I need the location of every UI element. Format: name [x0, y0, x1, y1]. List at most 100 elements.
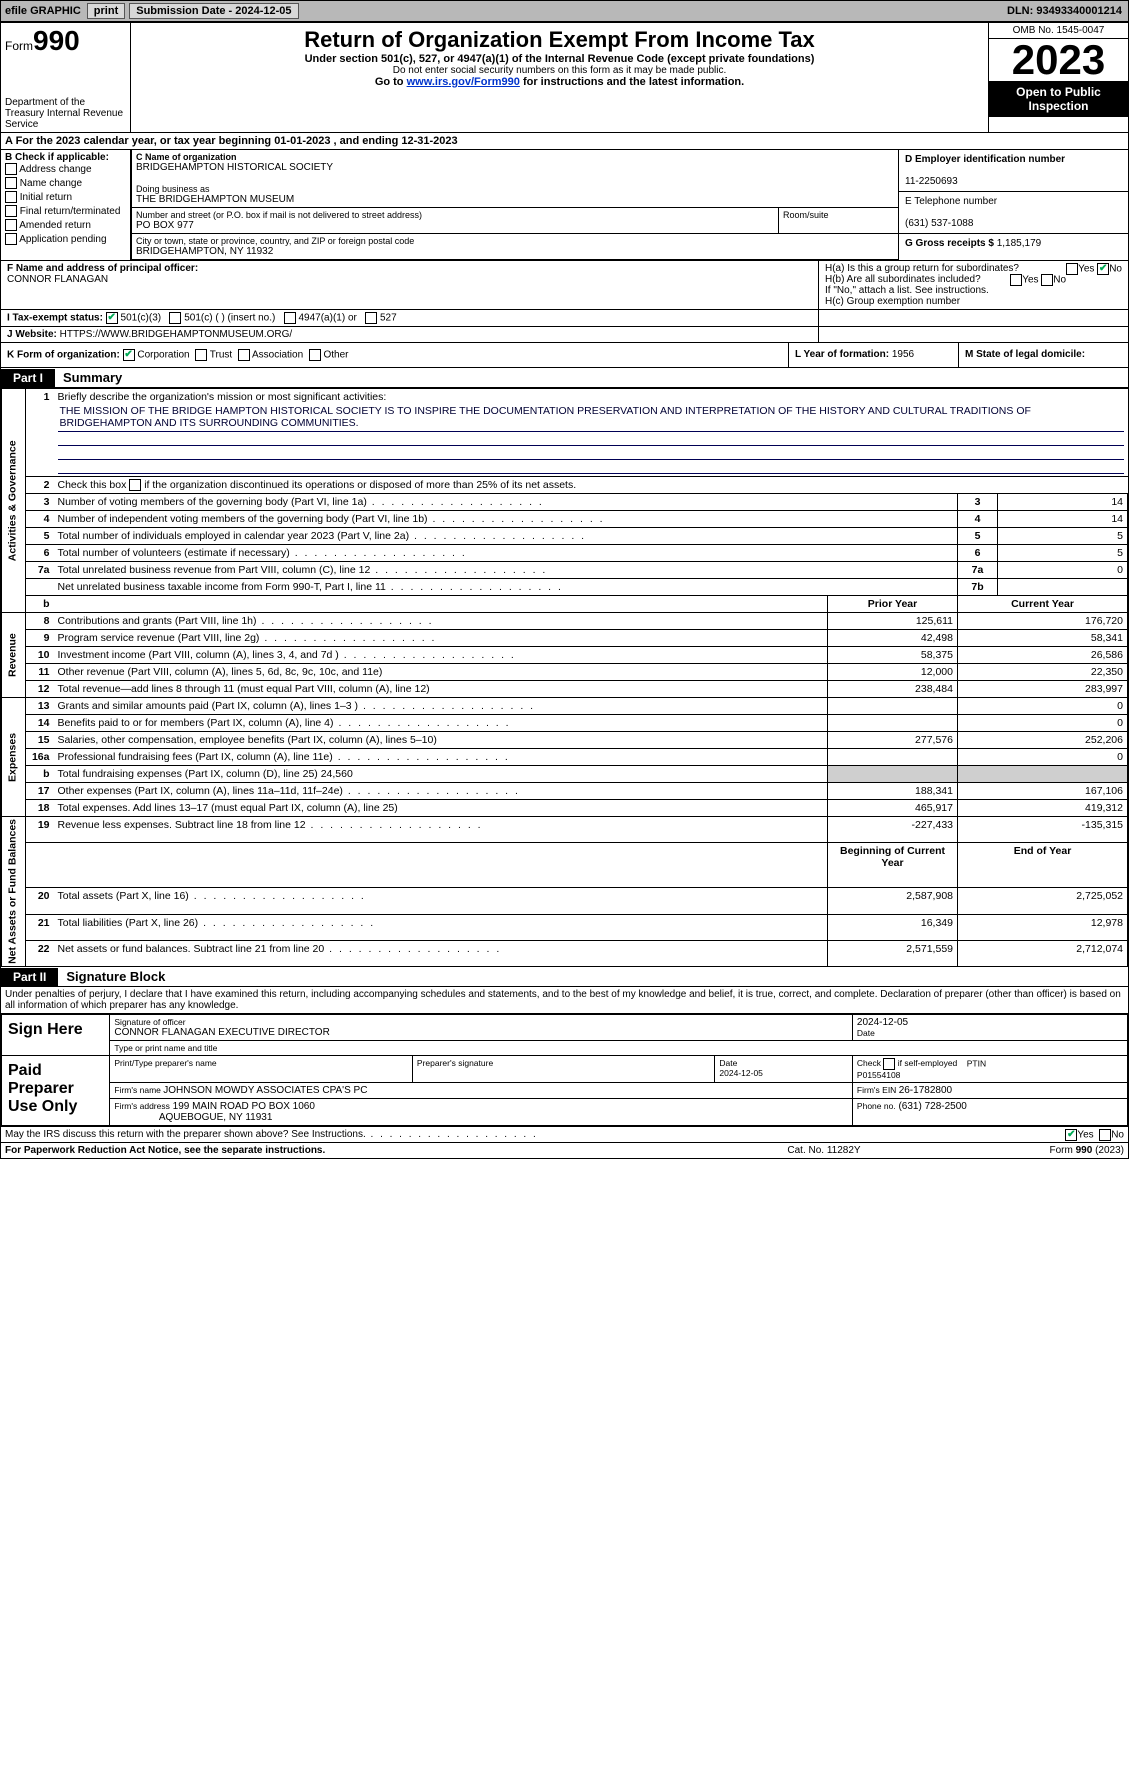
print-button[interactable]: print [87, 3, 125, 19]
chk-final-return[interactable]: Final return/terminated [5, 205, 126, 219]
part-1-header: Part I Summary [1, 368, 1128, 388]
chk-other[interactable] [309, 349, 321, 361]
line-2: Check this box if the organization disco… [54, 477, 1128, 494]
website-value: HTTPS://WWW.BRIDGEHAMPTONMUSEUM.ORG/ [60, 329, 293, 340]
gross-receipts-label: G Gross receipts $ [905, 238, 994, 249]
city-state-zip: BRIDGEHAMPTON, NY 11932 [136, 246, 894, 257]
chk-address-change[interactable]: Address change [5, 163, 126, 177]
top-toolbar: efile GRAPHIC print Submission Date - 20… [0, 0, 1129, 22]
discuss-row: May the IRS discuss this return with the… [1, 1126, 1128, 1142]
phone-label: E Telephone number [905, 196, 997, 207]
prior-year-header: Prior Year [828, 596, 958, 613]
tax-year: 2023 [989, 39, 1128, 81]
line-15-desc: Salaries, other compensation, employee b… [54, 732, 828, 749]
line-16b-desc: Total fundraising expenses (Part IX, col… [54, 766, 828, 783]
part-2-header: Part II Signature Block [1, 967, 1128, 987]
part-2-tab: Part II [1, 968, 58, 986]
line-9-desc: Program service revenue (Part VIII, line… [54, 630, 828, 647]
phone-value: (631) 537-1088 [905, 218, 973, 229]
ein-value: 11-2250693 [905, 176, 958, 187]
submission-date-button[interactable]: Submission Date - 2024-12-05 [129, 3, 298, 19]
form-title: Return of Organization Exempt From Incom… [137, 27, 982, 53]
chk-association[interactable] [238, 349, 250, 361]
footer-right: Form 990 (2023) [924, 1145, 1124, 1156]
irs-link[interactable]: www.irs.gov/Form990 [407, 76, 520, 88]
chk-name-change[interactable]: Name change [5, 177, 126, 191]
summary-table: Activities & Governance 1 Briefly descri… [1, 388, 1128, 967]
section-net-assets: Net Assets or Fund Balances [2, 817, 26, 967]
line-3-desc: Number of voting members of the governin… [54, 494, 958, 511]
ptin-value: P01554108 [857, 1070, 901, 1080]
line-7a-desc: Total unrelated business revenue from Pa… [54, 562, 958, 579]
form-header: Form990 Department of the Treasury Inter… [1, 23, 1128, 133]
officer-name: CONNOR FLANAGAN EXECUTIVE DIRECTOR [114, 1027, 848, 1038]
type-name-label: Type or print name and title [110, 1041, 1128, 1056]
org-name-label: C Name of organization [136, 152, 237, 162]
ein-label: D Employer identification number [905, 154, 1065, 165]
line-22-desc: Net assets or fund balances. Subtract li… [54, 940, 828, 966]
form-subtitle-2: Do not enter social security numbers on … [137, 65, 982, 76]
line-4-desc: Number of independent voting members of … [54, 511, 958, 528]
form-subtitle-1: Under section 501(c), 527, or 4947(a)(1)… [137, 53, 982, 65]
h-b-note: If "No," attach a list. See instructions… [825, 285, 1122, 296]
line-7b-val [998, 579, 1128, 596]
form-container: Form990 Department of the Treasury Inter… [0, 22, 1129, 1159]
firm-ein: 26-1782800 [899, 1085, 952, 1096]
state-domicile-label: M State of legal domicile: [965, 349, 1085, 360]
line-3-val: 14 [998, 494, 1128, 511]
chk-501c3[interactable] [106, 312, 118, 324]
part-2-title: Signature Block [58, 967, 173, 986]
dept-label: Department of the Treasury Internal Reve… [5, 97, 126, 130]
line-8-current: 176,720 [958, 613, 1128, 630]
line-10-desc: Investment income (Part VIII, column (A)… [54, 647, 828, 664]
sig-date-2: 2024-12-05 [719, 1068, 762, 1078]
part-1-title: Summary [55, 368, 130, 387]
row-fh: F Name and address of principal officer:… [1, 261, 1128, 310]
line-4-val: 14 [998, 511, 1128, 528]
line-7a-val: 0 [998, 562, 1128, 579]
line-6-val: 5 [998, 545, 1128, 562]
h-a: H(a) Is this a group return for subordin… [825, 263, 1122, 274]
row-j: J Website: HTTPS://WWW.BRIDGEHAMPTONMUSE… [1, 327, 1128, 343]
line-8-prior: 125,611 [828, 613, 958, 630]
sig-date-1: 2024-12-05 [857, 1017, 1123, 1028]
mission-text: THE MISSION OF THE BRIDGE HAMPTON HISTOR… [58, 403, 1124, 432]
sign-here-label: Sign Here [2, 1015, 110, 1056]
chk-4947[interactable] [284, 312, 296, 324]
end-year-header: End of Year [958, 843, 1128, 888]
tax-exempt-label: I Tax-exempt status: [7, 313, 103, 324]
dln-label: DLN: 93493340001214 [1007, 5, 1128, 17]
line-5-val: 5 [998, 528, 1128, 545]
h-c: H(c) Group exemption number [825, 296, 1122, 307]
section-activities-governance: Activities & Governance [2, 389, 26, 613]
year-formation-label: L Year of formation: [795, 349, 889, 360]
section-revenue: Revenue [2, 613, 26, 698]
chk-501c[interactable] [169, 312, 181, 324]
line-14-desc: Benefits paid to or for members (Part IX… [54, 715, 828, 732]
street-address: PO BOX 977 [136, 220, 774, 231]
current-year-header: Current Year [958, 596, 1128, 613]
gross-receipts-value: 1,185,179 [997, 238, 1042, 249]
chk-527[interactable] [365, 312, 377, 324]
preparer-name-label: Print/Type preparer's name [110, 1056, 413, 1083]
website-label: J Website: [7, 329, 60, 340]
signature-table: Sign Here Signature of officer CONNOR FL… [1, 1014, 1128, 1126]
form-number: Form990 [5, 25, 126, 57]
city-label: City or town, state or province, country… [136, 236, 894, 246]
preparer-sig-label: Preparer's signature [412, 1056, 715, 1083]
line-7b-desc: Net unrelated business taxable income fr… [54, 579, 958, 596]
row-klm: K Form of organization: Corporation Trus… [1, 343, 1128, 368]
chk-initial-return[interactable]: Initial return [5, 191, 126, 205]
chk-application-pending[interactable]: Application pending [5, 233, 126, 247]
line-21-desc: Total liabilities (Part X, line 26) [54, 914, 828, 940]
sig-officer-label: Signature of officer [114, 1017, 848, 1027]
form-subtitle-3: Go to www.irs.gov/Form990 for instructio… [137, 76, 982, 88]
principal-officer-label: F Name and address of principal officer: [7, 263, 198, 274]
year-formation: 1956 [892, 349, 914, 360]
chk-amended-return[interactable]: Amended return [5, 219, 126, 233]
form-org-label: K Form of organization: [7, 350, 120, 361]
chk-trust[interactable] [195, 349, 207, 361]
paid-preparer-label: Paid Preparer Use Only [2, 1056, 110, 1126]
street-label: Number and street (or P.O. box if mail i… [136, 210, 774, 220]
chk-corporation[interactable] [123, 349, 135, 361]
